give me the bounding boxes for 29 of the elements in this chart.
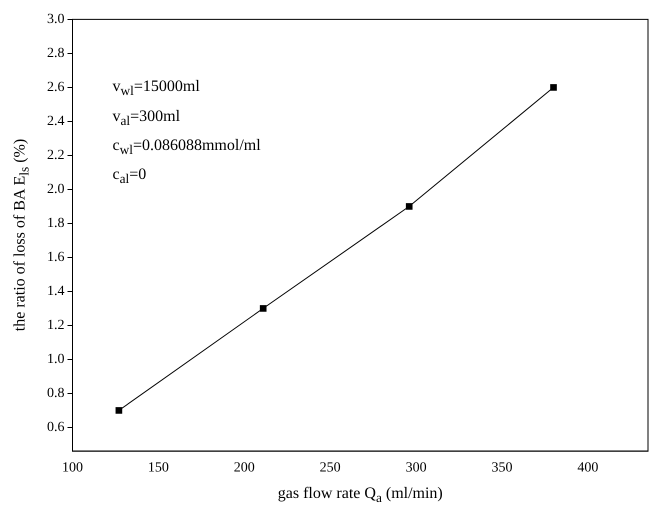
y-tick-label: 1.0 xyxy=(47,352,64,368)
x-tick-label: 300 xyxy=(406,460,427,476)
x-tick-label: 200 xyxy=(234,460,255,476)
y-tick-label: 0.8 xyxy=(47,386,64,402)
x-tick-label: 100 xyxy=(62,460,83,476)
annotation: v$_{al}$=300ml xyxy=(112,106,182,130)
annotation: c$_{al}$=0 xyxy=(112,164,148,188)
x-tick-label: 250 xyxy=(320,460,341,476)
x-tick-label: 350 xyxy=(491,460,512,476)
annotation: v$_{wl}$=15000ml xyxy=(112,77,201,101)
y-tick-label: 2.0 xyxy=(47,182,64,198)
y-tick-label: 0.6 xyxy=(47,420,64,436)
y-tick-label: 2.4 xyxy=(47,114,64,130)
x-axis-title: gas flow rate Q$_{a}$ (ml/min) xyxy=(276,485,444,506)
y-tick-label: 1.6 xyxy=(47,250,64,266)
y-tick-label: 2.8 xyxy=(47,46,64,62)
y-tick-label: 1.2 xyxy=(47,318,64,334)
point xyxy=(260,305,267,312)
point xyxy=(406,203,413,210)
y-tick-label: 2.2 xyxy=(47,148,64,164)
y-tick-label: 2.6 xyxy=(47,80,64,96)
point xyxy=(116,407,122,414)
x-tick-label: 150 xyxy=(148,460,169,476)
annotation: c$_{wl}$=0.086088mmol/ml xyxy=(112,136,261,159)
y-tick-label: 1.8 xyxy=(47,216,64,232)
y-tick-label: 1.4 xyxy=(47,284,64,300)
point xyxy=(550,84,557,91)
y-tick-label: 3.0 xyxy=(47,12,64,28)
x-tick-label: 400 xyxy=(577,460,598,476)
